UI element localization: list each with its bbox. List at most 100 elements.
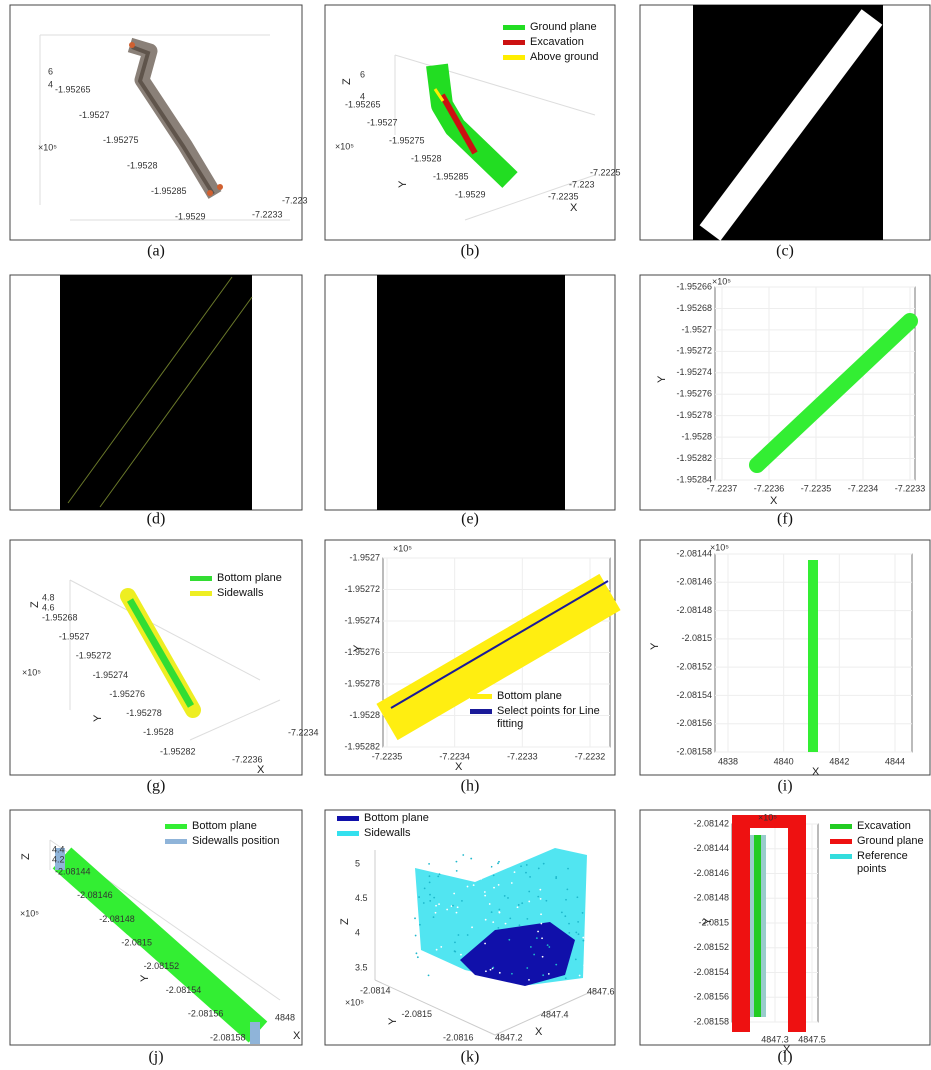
point — [446, 909, 448, 911]
legend: Bottom planeSidewalls position — [165, 820, 300, 850]
point — [542, 974, 544, 976]
point — [414, 917, 416, 919]
legend-swatch — [337, 831, 359, 836]
panel-caption: (a) — [147, 243, 165, 260]
point — [485, 919, 487, 921]
z-tick-label: 4 — [355, 928, 360, 938]
point — [429, 894, 431, 896]
z-axis-label: Z — [29, 601, 41, 608]
x-axis-label: X — [293, 1030, 301, 1042]
point — [519, 924, 521, 926]
point — [489, 864, 491, 866]
point — [525, 872, 527, 874]
y-tick-label: -2.08156 — [676, 718, 712, 728]
y-axis-label: Y — [92, 714, 104, 722]
x-tick-label: -7.2232 — [575, 751, 606, 761]
legend: Ground plane Excavation Above ground — [503, 21, 613, 66]
point — [491, 866, 493, 868]
y-tick-label: -2.08152 — [676, 662, 712, 672]
y-tick-label: -2.0815 — [121, 938, 152, 948]
excavation — [754, 835, 761, 1017]
y-tick-label: -1.95278 — [126, 708, 162, 718]
point — [429, 881, 431, 883]
x-tick-label: -7.2235 — [801, 483, 832, 493]
axis-exponent: ×10⁵ — [335, 141, 354, 151]
point — [541, 937, 543, 939]
point — [576, 896, 578, 898]
panel: -2.0814-2.0815-2.08164847.24847.44847.65… — [325, 810, 615, 1045]
y-tick-label: -2.08146 — [676, 577, 712, 587]
point — [428, 857, 430, 859]
y-tick-label: -1.9528 — [143, 727, 174, 737]
panel: -1.9527-1.95272-1.95274-1.95276-1.95278-… — [325, 540, 615, 775]
point — [443, 854, 445, 856]
y-tick-label: -2.08158 — [693, 1016, 729, 1026]
y-tick-label: -1.9527 — [367, 117, 398, 127]
axis-exponent: ×10⁵ — [710, 542, 729, 552]
z-tick-label: 6 — [360, 69, 365, 79]
y-tick-label: -1.9527 — [349, 552, 380, 562]
legend-entry: Bottom plane — [165, 820, 300, 833]
legend-label: Excavation — [857, 820, 911, 833]
point — [530, 946, 532, 948]
point — [528, 901, 530, 903]
y-tick-label: -2.08158 — [210, 1032, 246, 1042]
panel — [325, 275, 615, 510]
x-tick-label: 4844 — [885, 756, 905, 766]
point — [435, 971, 437, 973]
point — [470, 858, 472, 860]
legend-label: Sidewalls — [217, 587, 263, 600]
y-tick-label: -1.9529 — [175, 211, 206, 221]
point — [473, 981, 475, 983]
point — [497, 927, 499, 929]
point — [561, 911, 563, 913]
figure-canvas: -1.95265-1.9527-1.95275-1.9528-1.95285-1… — [0, 0, 931, 1070]
z-tick-label: 6 — [48, 66, 53, 76]
legend-entry: Excavation — [503, 36, 613, 49]
y-tick-label: -2.08148 — [99, 914, 135, 924]
point — [583, 964, 585, 966]
point — [492, 967, 494, 969]
point — [514, 871, 516, 873]
point — [461, 900, 463, 902]
point — [439, 873, 441, 875]
point — [436, 949, 438, 951]
point — [466, 858, 468, 860]
point — [511, 973, 513, 975]
point — [438, 903, 440, 905]
point — [497, 862, 499, 864]
y-tick-label: -1.9527 — [681, 324, 712, 334]
edge-point — [129, 42, 135, 48]
legend-swatch — [503, 55, 525, 60]
point — [485, 970, 487, 972]
y-axis-label: Y — [352, 644, 364, 652]
legend-label: Bottom plane — [192, 820, 257, 833]
legend-label: Ground plane — [530, 21, 597, 34]
point — [528, 891, 530, 893]
legend-label: Bottom plane — [217, 572, 282, 585]
axis-exponent: ×10⁵ — [345, 997, 364, 1007]
x-tick-label: 4847.2 — [495, 1032, 523, 1042]
point — [567, 868, 569, 870]
point — [423, 976, 425, 978]
edge-point — [207, 190, 213, 196]
z-axis-label: Z — [20, 853, 32, 860]
panel-caption: (f) — [777, 511, 793, 528]
axis-exponent: ×10⁵ — [393, 543, 412, 553]
panel: -1.95265-1.9527-1.95275-1.9528-1.95285-1… — [10, 5, 308, 240]
legend-label: Above ground — [530, 51, 599, 64]
legend-label: Excavation — [530, 36, 584, 49]
y-tick-label: -2.08152 — [693, 942, 729, 952]
y-tick-label: -1.95285 — [151, 186, 187, 196]
point — [452, 905, 454, 907]
point — [539, 889, 541, 891]
y-tick-label: -1.9527 — [59, 632, 90, 642]
x-axis-label: X — [812, 766, 820, 778]
y-tick-label: -1.95268 — [676, 303, 712, 313]
y-tick-label: -1.95276 — [109, 689, 145, 699]
x-tick-label: -7.2234 — [288, 727, 319, 737]
point — [526, 967, 528, 969]
y-axis-label: Y — [387, 1017, 399, 1025]
x-tick-label: -7.2233 — [252, 209, 283, 219]
y-tick-label: -1.95282 — [344, 741, 380, 751]
